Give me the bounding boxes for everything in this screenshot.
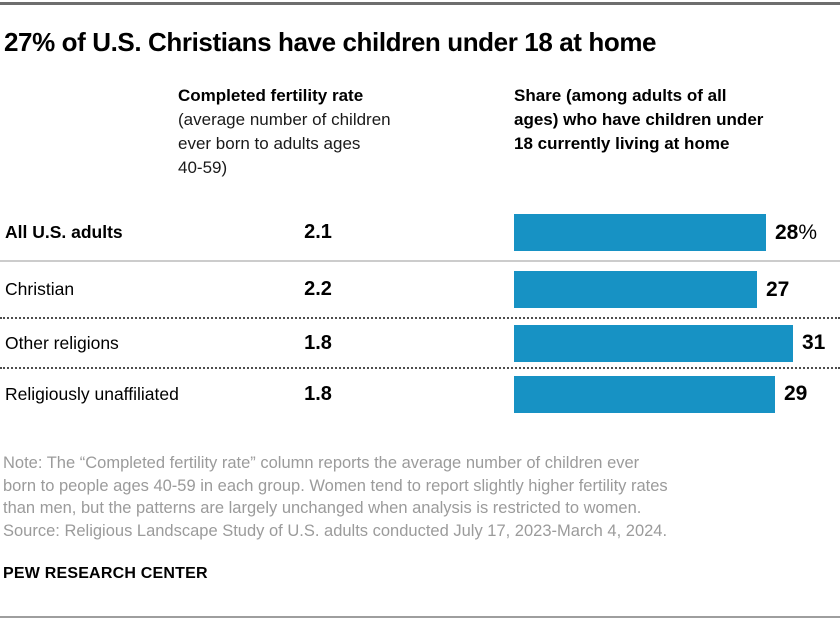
- page-title: 27% of U.S. Christians have children und…: [4, 27, 657, 57]
- share-bar: [514, 324, 793, 362]
- share-value-number: 27: [766, 277, 790, 301]
- share-bar: [514, 214, 766, 251]
- row-label: Religiously unaffiliated: [5, 383, 179, 404]
- table-row-all-us-adults: All U.S. adults 2.1 28%: [0, 205, 840, 262]
- percent-sign: %: [798, 220, 818, 244]
- pew-research-center-wordmark: PEW RESEARCH CENTER: [3, 565, 208, 582]
- table-row-other-religions: Other religions 1.8 31: [0, 319, 840, 369]
- share-value-number: 28: [775, 220, 799, 244]
- bottom-divider: [0, 616, 840, 618]
- bar-cell: 29: [383, 369, 840, 419]
- fertility-value: 2.1: [304, 221, 332, 243]
- note-and-source: Note: The “Completed fertility rate” col…: [3, 454, 668, 540]
- bar-cell: 28%: [383, 205, 840, 260]
- table-row-religiously-unaffiliated: Religiously unaffiliated 1.8 29: [0, 369, 840, 419]
- column-header-fertility: Completed fertility rate (average number…: [178, 84, 478, 180]
- share-value-label: 28%: [775, 221, 817, 245]
- column-headers: Completed fertility rate (average number…: [0, 84, 840, 205]
- fertility-value: 1.8: [304, 331, 332, 354]
- share-bar: [514, 271, 757, 308]
- table-row-christian: Christian 2.2 27: [0, 262, 840, 319]
- column-header-share: Share (among adults of all ages) who hav…: [514, 86, 764, 153]
- chart-rows: All U.S. adults 2.1 28% Christian 2.2 27…: [0, 205, 840, 419]
- share-value-label: 31: [802, 331, 825, 355]
- share-value-number: 29: [784, 382, 808, 405]
- row-label: All U.S. adults: [5, 222, 123, 242]
- fertility-value: 2.2: [304, 278, 332, 300]
- share-bar: [514, 375, 775, 413]
- row-label: Other religions: [5, 332, 119, 353]
- column-header-fertility-title: Completed fertility rate: [178, 86, 364, 105]
- share-value-label: 27: [766, 278, 789, 302]
- share-value-label: 29: [784, 382, 807, 406]
- share-value-number: 31: [802, 331, 826, 354]
- top-divider: [0, 2, 840, 5]
- row-label: Christian: [5, 279, 75, 299]
- fertility-value: 1.8: [304, 382, 332, 405]
- column-header-fertility-subtitle: (average number of children ever born to…: [178, 110, 391, 177]
- bar-cell: 27: [383, 262, 840, 317]
- bar-cell: 31: [383, 319, 840, 367]
